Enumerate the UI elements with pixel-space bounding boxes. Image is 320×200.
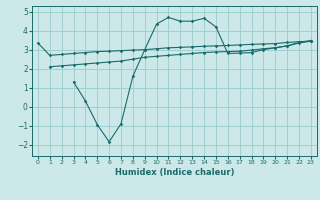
X-axis label: Humidex (Indice chaleur): Humidex (Indice chaleur) (115, 168, 234, 177)
